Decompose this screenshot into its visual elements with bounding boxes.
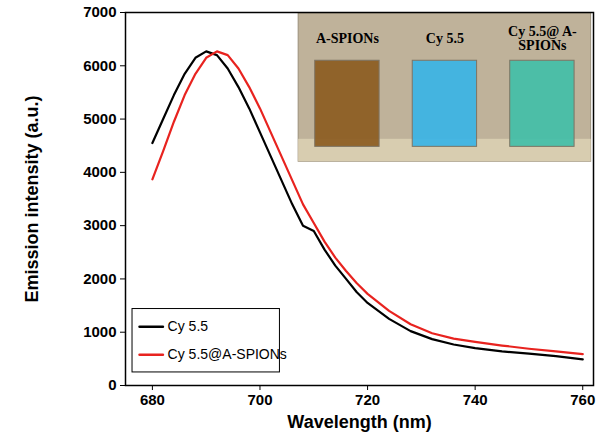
svg-text:Cy 5.5@ A-SPIONs: Cy 5.5@ A-SPIONs <box>508 24 577 53</box>
svg-text:4000: 4000 <box>83 163 116 180</box>
svg-text:Cy 5.5: Cy 5.5 <box>426 31 464 46</box>
svg-text:0: 0 <box>108 376 116 393</box>
svg-text:700: 700 <box>247 391 272 408</box>
svg-text:680: 680 <box>140 391 165 408</box>
svg-text:5000: 5000 <box>83 110 116 127</box>
svg-text:760: 760 <box>570 391 595 408</box>
svg-text:720: 720 <box>355 391 380 408</box>
svg-text:Cy 5.5: Cy 5.5 <box>168 318 209 334</box>
svg-text:Cy 5.5@A-SPIONs: Cy 5.5@A-SPIONs <box>168 346 287 362</box>
svg-text:2000: 2000 <box>83 270 116 287</box>
svg-text:740: 740 <box>463 391 488 408</box>
svg-text:1000: 1000 <box>83 323 116 340</box>
svg-text:7000: 7000 <box>83 3 116 20</box>
svg-text:Wavelength (nm): Wavelength (nm) <box>287 412 431 432</box>
svg-text:6000: 6000 <box>83 57 116 74</box>
svg-text:Emission intensity (a.u.): Emission intensity (a.u.) <box>22 95 42 302</box>
svg-text:A-SPIONs: A-SPIONs <box>316 31 380 46</box>
svg-text:3000: 3000 <box>83 216 116 233</box>
